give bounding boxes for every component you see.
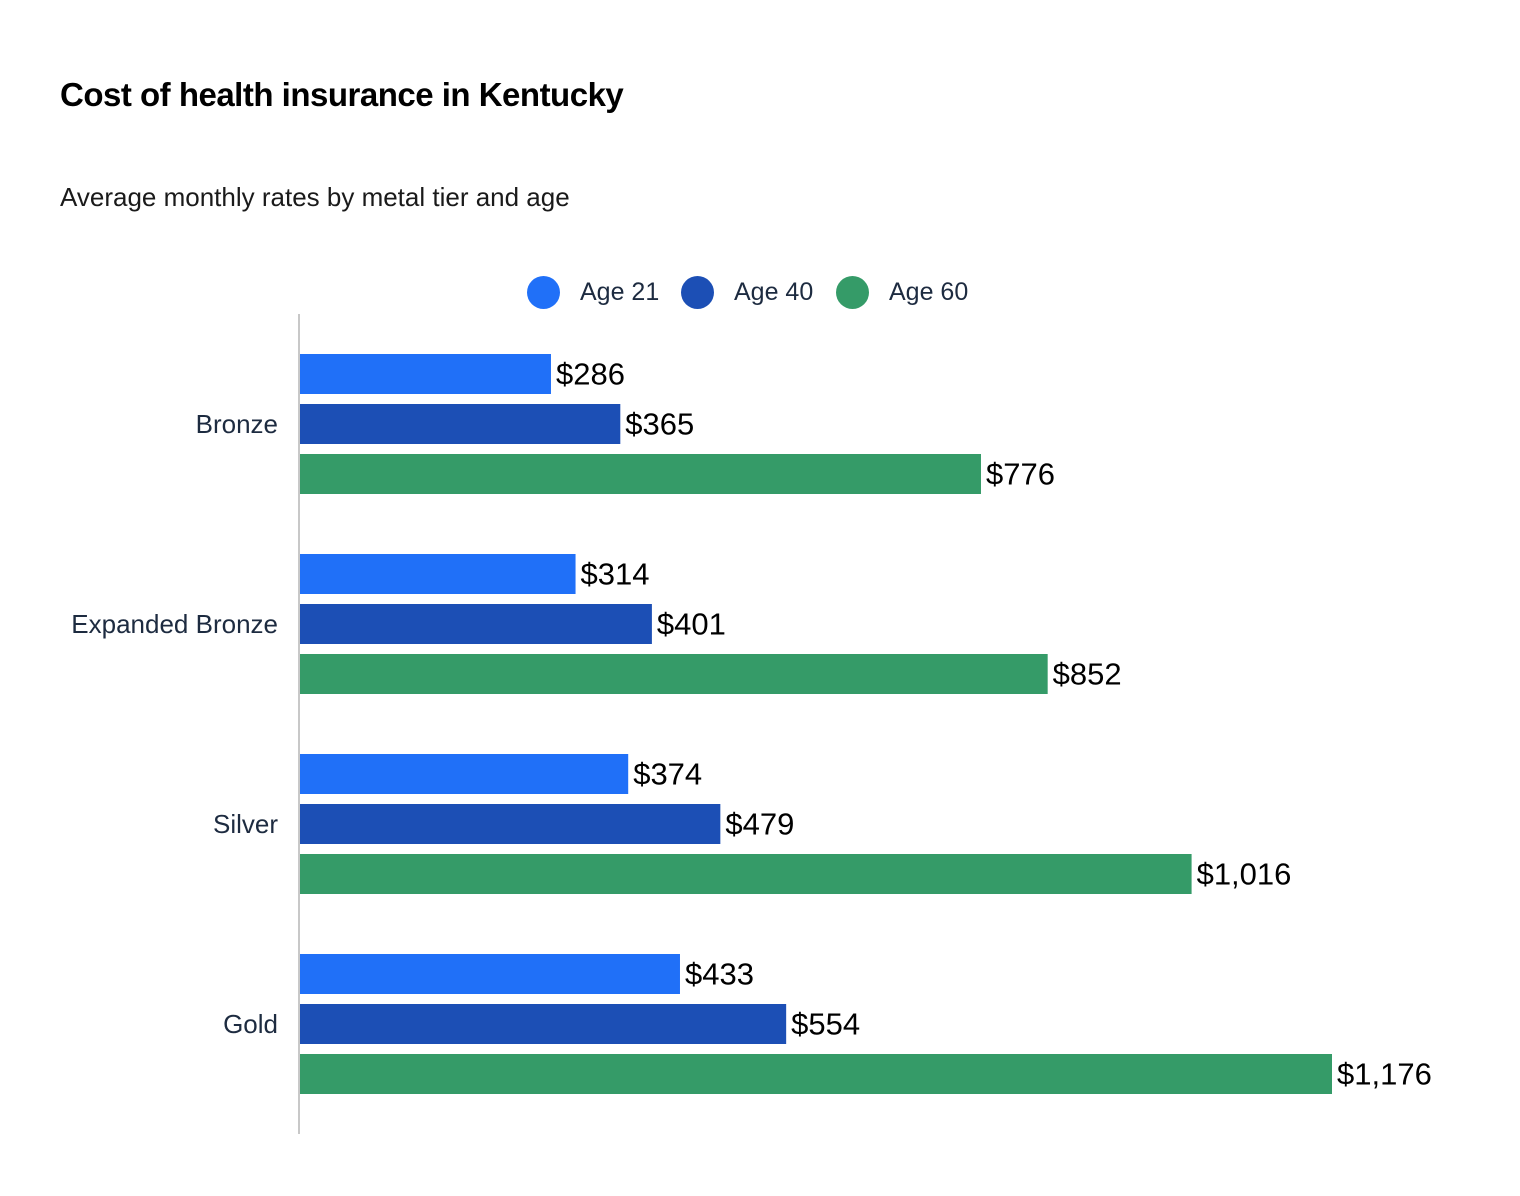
category-label-silver: Silver (213, 809, 278, 839)
legend-swatch-age-21 (527, 275, 560, 309)
legend-label-age-40: Age 40 (734, 277, 814, 306)
legend-item-age-60[interactable]: Age 60 (836, 274, 968, 310)
legend-item-age-21[interactable]: Age 21 (527, 274, 659, 310)
legend-swatch-age-60 (836, 275, 869, 309)
value-label-silver-age-40: $479 (725, 807, 794, 842)
value-label-expanded-bronze-age-21: $314 (581, 557, 650, 592)
legend-label-age-21: Age 21 (580, 277, 660, 306)
value-label-bronze-age-21: $286 (556, 357, 625, 392)
bar-silver-age-21[interactable] (300, 754, 629, 794)
value-label-expanded-bronze-age-60: $852 (1053, 657, 1122, 692)
bar-expanded-bronze-age-21[interactable] (300, 554, 576, 594)
value-label-silver-age-60: $1,016 (1197, 857, 1292, 892)
chart-subtitle: Average monthly rates by metal tier and … (60, 182, 570, 212)
bar-silver-age-60[interactable] (300, 854, 1192, 894)
bar-expanded-bronze-age-40[interactable] (300, 604, 652, 644)
chart-title: Cost of health insurance in Kentucky (60, 76, 624, 113)
value-label-gold-age-40: $554 (791, 1007, 860, 1042)
chart-legend: Age 21 Age 40 Age 60 (0, 274, 1520, 310)
bar-expanded-bronze-age-60[interactable] (300, 654, 1048, 694)
value-label-gold-age-60: $1,176 (1337, 1057, 1432, 1092)
legend-item-age-40[interactable]: Age 40 (681, 274, 813, 310)
legend-label-age-60: Age 60 (889, 277, 969, 306)
value-label-silver-age-21: $374 (633, 757, 702, 792)
bar-bronze-age-40[interactable] (300, 404, 621, 444)
value-label-expanded-bronze-age-40: $401 (657, 607, 726, 642)
value-label-bronze-age-40: $365 (625, 407, 694, 442)
value-label-bronze-age-60: $776 (986, 457, 1055, 492)
category-label-gold: Gold (223, 1009, 278, 1039)
bar-bronze-age-60[interactable] (300, 454, 981, 494)
category-label-bronze: Bronze (196, 409, 278, 439)
bar-bronze-age-21[interactable] (300, 354, 551, 394)
category-label-expanded-bronze: Expanded Bronze (71, 609, 278, 639)
labels-layer: $286$365 $776 Bronze $314$401 $852 Expanded B… (71, 357, 1432, 1092)
bar-gold-age-40[interactable] (300, 1004, 787, 1044)
legend-swatch-age-40 (681, 275, 714, 309)
bar-gold-age-60[interactable] (300, 1054, 1332, 1094)
bar-gold-age-21[interactable] (300, 954, 680, 994)
bars-layer (300, 354, 1332, 1094)
value-label-gold-age-21: $433 (685, 957, 754, 992)
bar-silver-age-40[interactable] (300, 804, 721, 844)
